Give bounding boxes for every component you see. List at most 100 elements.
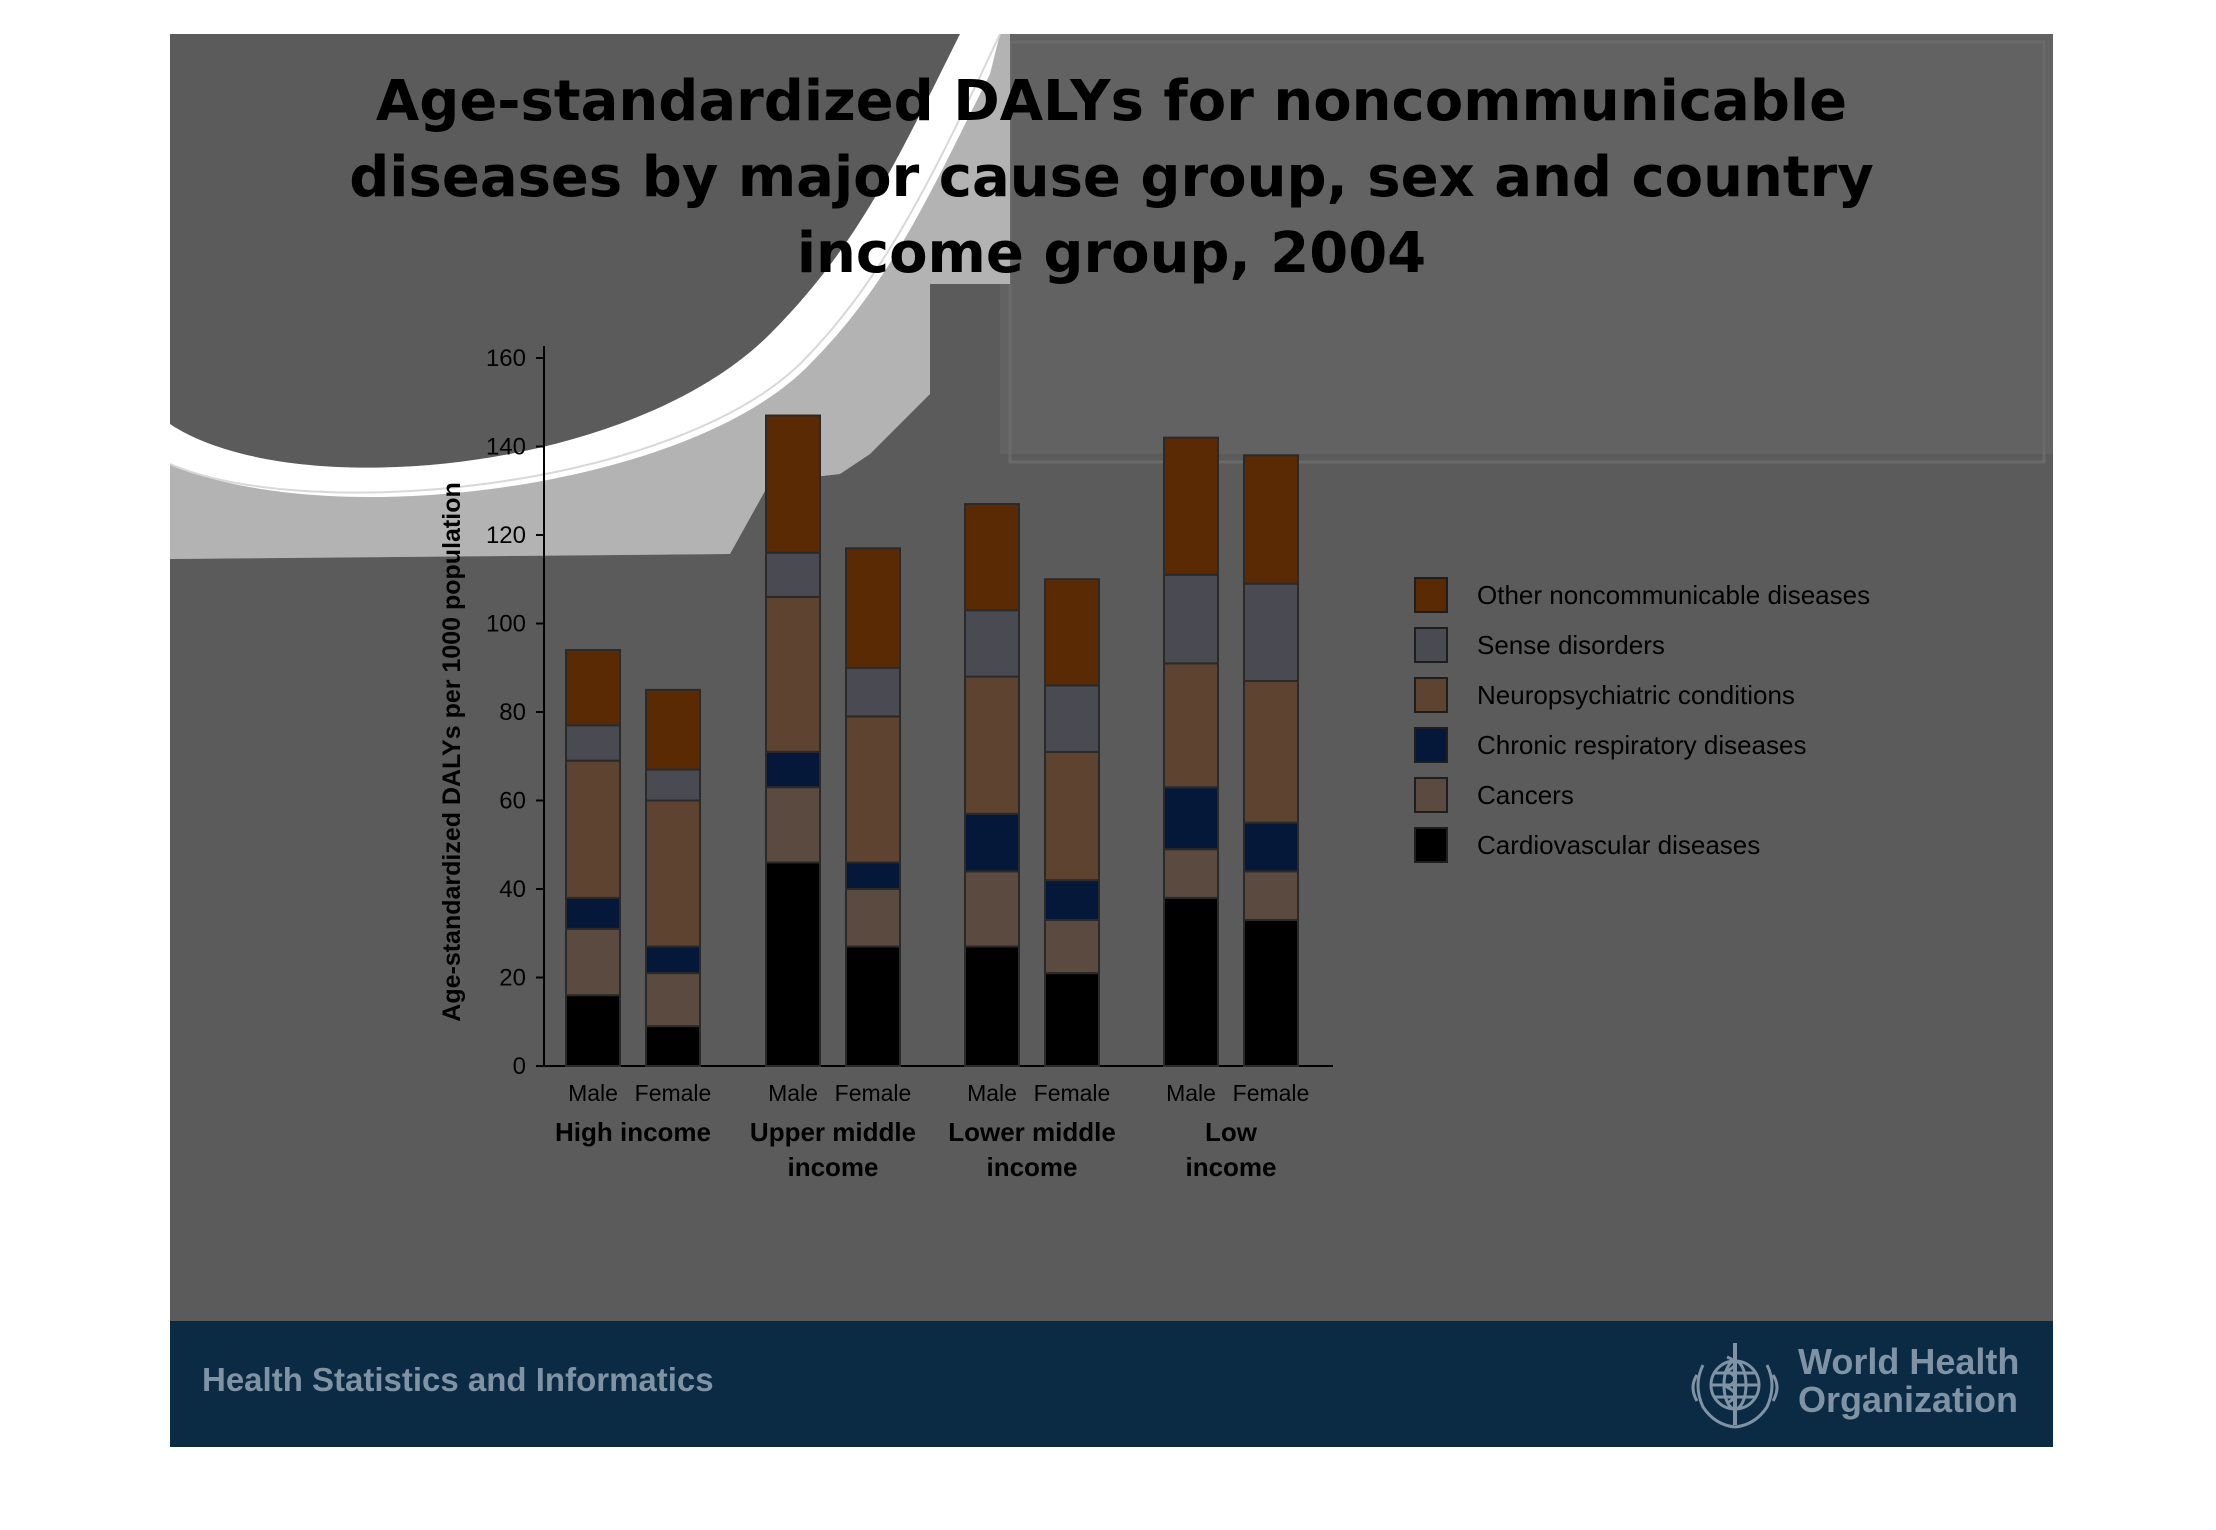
group-label-line: Upper middle [750, 1117, 916, 1147]
legend-swatch [1414, 677, 1448, 713]
page-title: Age-standardized DALYs for noncommunicab… [170, 64, 2053, 292]
organization-name-line-1: World Health [1798, 1341, 2020, 1382]
stacked-bar [645, 688, 701, 1067]
legend-label: Cancers [1477, 780, 1574, 810]
x-tick-label: Female [635, 1080, 712, 1106]
legend-label: Chronic respiratory diseases [1477, 730, 1806, 760]
bar-segment [645, 688, 701, 771]
group-label: Lower middle income [948, 1117, 1116, 1182]
legend-swatch [1414, 727, 1448, 763]
slide: Age-standardized DALYs for noncommunicab… [170, 34, 2053, 1447]
y-axis-label: Age-standardized DALYs per 1000 populati… [438, 482, 466, 1021]
organization-name: World Health Organization [1798, 1343, 2019, 1419]
y-tick-label: 100 [486, 611, 526, 638]
bar-segment [1243, 582, 1299, 683]
x-tick-label: Male [967, 1080, 1017, 1106]
bar-segment [964, 812, 1020, 873]
bar-segment [964, 609, 1020, 678]
y-tick-label: 0 [513, 1053, 526, 1080]
legend-item: Cardiovascular diseases [1414, 827, 1760, 863]
group-label: Upper middle income [750, 1117, 916, 1182]
title-line-1: Age-standardized DALYs for noncommunicab… [375, 69, 1848, 134]
y-tick-label: 60 [499, 788, 526, 815]
x-axis-labels: Male Female Male Female Male Female Male Female… [555, 1080, 1309, 1182]
bar-segment [565, 649, 621, 727]
bar-segment [845, 861, 901, 891]
bar-segment [1163, 436, 1219, 576]
bar-segment [645, 768, 701, 802]
group-label: Low income [1185, 1117, 1276, 1182]
bar-segment [845, 547, 901, 669]
bar-segment [845, 715, 901, 864]
bar-segment [645, 945, 701, 975]
bar-segment [765, 786, 821, 864]
bar-segment [1163, 786, 1219, 851]
y-tick-label: 140 [486, 434, 526, 461]
bar-segment [1243, 680, 1299, 824]
bar-segment [845, 666, 901, 718]
y-tick-label: 160 [486, 345, 526, 372]
legend-label: Cardiovascular diseases [1477, 830, 1760, 860]
bar-segment [645, 799, 701, 948]
bar-segment [1243, 454, 1299, 585]
bar-segment [1163, 848, 1219, 899]
bar-segment [565, 759, 621, 899]
legend: Other noncommunicable diseases Sense diso… [1414, 577, 1870, 863]
x-tick-label: Male [1166, 1080, 1216, 1106]
legend-item: Cancers [1414, 777, 1574, 813]
x-tick-label: Male [568, 1080, 618, 1106]
bar-segment [765, 414, 821, 554]
bar-segment [964, 870, 1020, 948]
bar-segment [964, 945, 1020, 1068]
y-axis-label-group: Age-standardized DALYs per 1000 populati… [438, 482, 466, 1021]
stacked-bar [565, 649, 621, 1068]
bar-segment [765, 551, 821, 598]
group-label: High income [555, 1117, 711, 1147]
footer-department-text: Health Statistics and Informatics [202, 1361, 714, 1398]
stacked-bar [964, 503, 1020, 1068]
bar-segment [1163, 896, 1219, 1067]
bar-segment [565, 927, 621, 997]
y-tick-label: 40 [499, 876, 526, 903]
bar-segment [565, 896, 621, 930]
stacked-bar [845, 547, 901, 1068]
bar-segment [565, 994, 621, 1068]
footer-bar: Health Statistics and Informatics World … [170, 1321, 2053, 1447]
stacked-bar [1243, 454, 1299, 1067]
bar-segment [1044, 750, 1100, 882]
bar-segment [1044, 918, 1100, 975]
bar-segment [1163, 662, 1219, 789]
bar-segment [845, 945, 901, 1068]
legend-item: Chronic respiratory diseases [1414, 727, 1806, 763]
bar-segment [845, 888, 901, 948]
x-tick-label: Female [1233, 1080, 1310, 1106]
stacked-bar [765, 414, 821, 1068]
y-tick-label: 80 [499, 699, 526, 726]
stacked-bar-chart: Age-standardized DALYs per 1000 populati… [438, 345, 1870, 1182]
bar-segment [1044, 684, 1100, 753]
bar-segment [765, 595, 821, 753]
title-line-2: diseases by major cause group, sex and c… [349, 145, 1874, 210]
legend-item: Sense disorders [1414, 627, 1665, 663]
group-label-line: income [787, 1152, 878, 1182]
legend-label: Sense disorders [1477, 630, 1665, 660]
bar-segment [1163, 573, 1219, 665]
bar-segment [565, 724, 621, 762]
bar-segment [964, 503, 1020, 612]
legend-item: Other noncommunicable diseases [1414, 577, 1870, 613]
group-label-line: income [986, 1152, 1077, 1182]
group-label-line: Lower middle [948, 1117, 1116, 1147]
organization-name-line-2: Organization [1798, 1379, 2019, 1420]
bar-segment [1044, 879, 1100, 921]
legend-swatch [1414, 777, 1448, 813]
bar-segment [645, 1025, 701, 1067]
bar-segment [1044, 972, 1100, 1068]
title-line-3: income group, 2004 [796, 221, 1427, 286]
legend-label: Other noncommunicable diseases [1477, 580, 1870, 610]
x-tick-label: Female [835, 1080, 912, 1106]
legend-swatch [1414, 627, 1448, 663]
group-label-line: income [1185, 1152, 1276, 1182]
slide-background-graphic [170, 34, 2053, 1321]
x-tick-label: Male [768, 1080, 818, 1106]
y-tick-label: 20 [499, 965, 526, 992]
